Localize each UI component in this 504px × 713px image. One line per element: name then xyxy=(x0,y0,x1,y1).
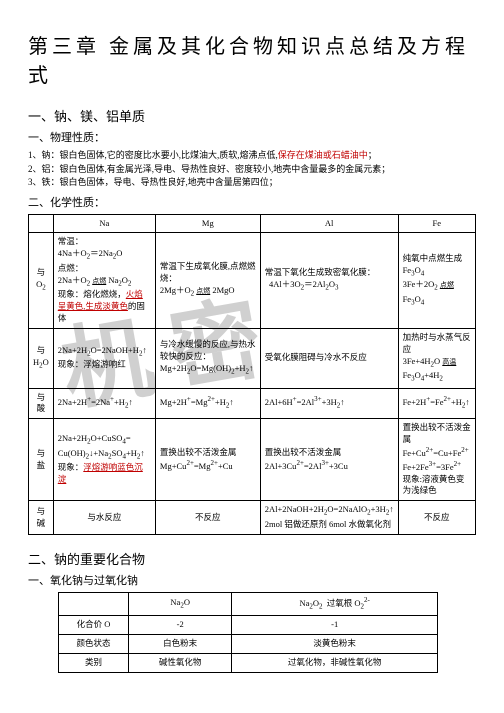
col-mg: Mg xyxy=(155,214,260,233)
prop-item: 2、铝：银白色固体,有金属光泽,导电、导热性良好、密度较小,地壳中含量最多的金属… xyxy=(28,163,476,177)
cell: 不反应 xyxy=(155,501,260,534)
row-label-base: 与碱 xyxy=(29,501,54,534)
page-title: 第三章 金属及其化合物知识点总结及方程式 xyxy=(28,30,476,88)
row-label-acid: 与酸 xyxy=(29,388,54,419)
cell: 与水反应 xyxy=(53,501,155,534)
blank-header xyxy=(59,592,129,615)
col-na2o: Na2O xyxy=(129,592,232,615)
section1-sub2: 二、化学性质： xyxy=(28,194,476,210)
table-row: 化合价 O -2 -1 xyxy=(59,616,438,635)
cell: 纯氧中点燃生成Fe3O43Fe＋2O2 点燃 Fe3O4 xyxy=(398,233,475,328)
row-label-salt: 与盐 xyxy=(29,419,54,501)
col-fe: Fe xyxy=(398,214,475,233)
table-row: 与H2O 2Na+2H2O=2NaOH+H2↑现象：浮熔游响红 与冷水缓慢的反应… xyxy=(29,328,476,388)
cell: 置换出较不活泼金属Fe+Cu2+=Cu+Fe2+Fe+2Fe3+=3Fe2+现象… xyxy=(398,419,475,501)
table-header-row: Na2O Na2O2 过氧根 O22- xyxy=(59,592,438,615)
blank-header xyxy=(29,214,54,233)
table-row: 颜色状态 白色粉末 淡黄色粉末 xyxy=(59,634,438,653)
row-label: 颜色状态 xyxy=(59,634,129,653)
cell: 与冷水缓慢的反应,与热水较快的反应：Mg+2H2O=Mg(OH)2+H2↑ xyxy=(155,328,260,388)
section2-sub1: 一、氧化钠与过氧化钠 xyxy=(28,572,476,588)
cell: 加热时与水蒸气反应3Fe+4H2O 高温 Fe3O4+4H2 xyxy=(398,328,475,388)
cell: 过氧化物，非碱性氧化物 xyxy=(232,653,438,672)
table-row: 与盐 2Na+2H2O+CuSO4=Cu(OH)2↓+Na2SO4+H2↑现象：… xyxy=(29,419,476,501)
cell: 2Na+2H+=2Na++H2↑ xyxy=(53,388,155,419)
row-label-h2o: 与H2O xyxy=(29,328,54,388)
cell: 常温下生成氧化膜,点燃燃烧：2Mg＋O2 点燃 2MgO xyxy=(155,233,260,328)
prop-item: 1、钠：银白色固体,它的密度比水要小,比煤油大,质软,熔沸点低,保存在煤油或石蜡… xyxy=(28,149,476,163)
table-row: 与碱 与水反应 不反应 2Al+2NaOH+2H2O=2NaAlO2+3H2↑2… xyxy=(29,501,476,534)
cell: Fe+2H+=Fe2++H2↑ xyxy=(398,388,475,419)
table-row: 与酸 2Na+2H+=2Na++H2↑ Mg+2H+=Mg2++H2↑ 2Al+… xyxy=(29,388,476,419)
section2-heading: 二、钠的重要化合物 xyxy=(28,549,476,568)
col-na: Na xyxy=(53,214,155,233)
col-na2o2: Na2O2 过氧根 O22- xyxy=(232,592,438,615)
cell: 置换出较不活泼金属Mg+Cu2+=Mg2++Cu xyxy=(155,419,260,501)
row-label: 类别 xyxy=(59,653,129,672)
cell: 2Al+2NaOH+2H2O=2NaAlO2+3H2↑2mol 铝做还原剂 6m… xyxy=(260,501,398,534)
section1-sub1: 一、物理性质： xyxy=(28,129,476,145)
properties-list: 1、钠：银白色固体,它的密度比水要小,比煤油大,质软,熔沸点低,保存在煤油或石蜡… xyxy=(28,149,476,190)
cell: 置换出较不活泼金属2Al+3Cu2+=2Al3++3Cu xyxy=(260,419,398,501)
cell: -1 xyxy=(232,616,438,635)
row-label: 化合价 O xyxy=(59,616,129,635)
chemical-properties-table: Na Mg Al Fe 与O2 常温：4Na＋O2＝2Na2O点燃：2Na＋O2… xyxy=(28,214,476,535)
cell: Mg+2H+=Mg2++H2↑ xyxy=(155,388,260,419)
col-al: Al xyxy=(260,214,398,233)
table-row: 与O2 常温：4Na＋O2＝2Na2O点燃：2Na＋O2 点燃 Na2O2现象：… xyxy=(29,233,476,328)
table-row: 类别 碱性氧化物 过氧化物，非碱性氧化物 xyxy=(59,653,438,672)
prop-item: 3、铁：银白色固体，导电、导热性良好,地壳中含量居第四位； xyxy=(28,176,476,190)
cell: -2 xyxy=(129,616,232,635)
cell: 淡黄色粉末 xyxy=(232,634,438,653)
table-header-row: Na Mg Al Fe xyxy=(29,214,476,233)
row-label-o2: 与O2 xyxy=(29,233,54,328)
cell: 不反应 xyxy=(398,501,475,534)
cell: 2Na+2H2O=2NaOH+H2↑现象：浮熔游响红 xyxy=(53,328,155,388)
cell: 受氧化膜阻碍与冷水不反应 xyxy=(260,328,398,388)
sodium-oxide-table: Na2O Na2O2 过氧根 O22- 化合价 O -2 -1 颜色状态 白色粉… xyxy=(58,592,438,673)
cell: 碱性氧化物 xyxy=(129,653,232,672)
cell: 常温下氧化生成致密氧化膜： 4Al＋3O2＝2Al2O3 xyxy=(260,233,398,328)
section1-heading: 一、钠、镁、铝单质 xyxy=(28,106,476,125)
cell: 常温：4Na＋O2＝2Na2O点燃：2Na＋O2 点燃 Na2O2现象：熔化燃烧… xyxy=(53,233,155,328)
cell: 2Na+2H2O+CuSO4=Cu(OH)2↓+Na2SO4+H2↑现象：浮熔游… xyxy=(53,419,155,501)
cell: 白色粉末 xyxy=(129,634,232,653)
cell: 2Al+6H+=2Al3++3H2↑ xyxy=(260,388,398,419)
